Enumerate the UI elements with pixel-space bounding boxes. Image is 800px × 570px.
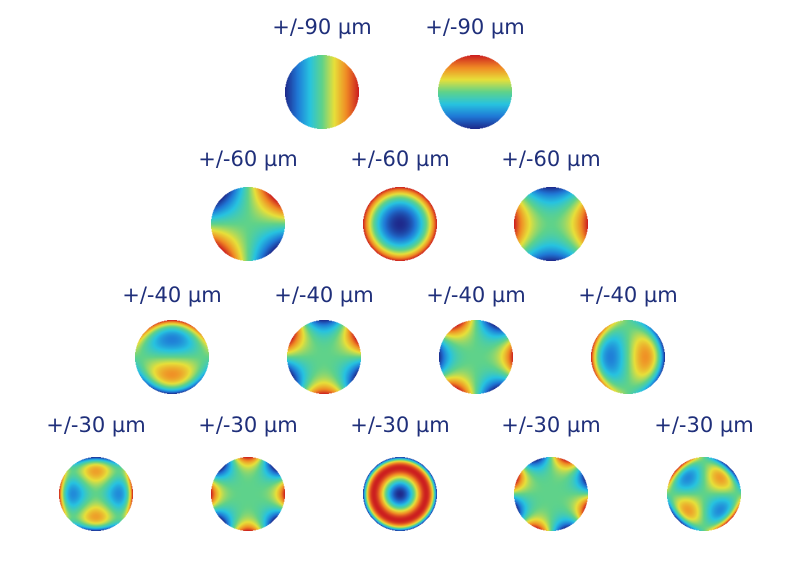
zernike-mode-spherical [363, 457, 437, 531]
zernike-mode-tilt-y [438, 55, 512, 129]
mode-amplitude-label: +/-40 µm [426, 283, 525, 307]
mode-amplitude-label: +/-60 µm [501, 147, 600, 171]
zernike-mode-coma-horizontal [591, 320, 665, 394]
zernike-mode-quadrafoil-vertical [211, 457, 285, 531]
mode-surface-map [439, 320, 513, 394]
mode-amplitude-label: +/-30 µm [46, 413, 145, 437]
mode-surface-map [285, 55, 359, 129]
mode-surface-map [363, 457, 437, 531]
mode-surface-map [135, 320, 209, 394]
mode-amplitude-label: +/-40 µm [274, 283, 373, 307]
zernike-mode-coma-vertical [135, 320, 209, 394]
labels-layer: +/-90 µm +/-90 µm +/-60 µm +/-60 µm +/-60 µm… [46, 15, 753, 437]
mode-amplitude-label: +/-90 µm [425, 15, 524, 39]
mode-amplitude-label: +/-40 µm [578, 283, 677, 307]
mode-surface-map [363, 187, 437, 261]
mode-surface-map [211, 457, 285, 531]
mode-amplitude-label: +/-40 µm [122, 283, 221, 307]
mode-surface-map [514, 187, 588, 261]
zernike-mode-astigmatism-diagonal [211, 187, 285, 261]
zernike-mode-secondary-astigmatism [59, 457, 133, 531]
mode-surface-map [211, 187, 285, 261]
zernike-mode-trefoil-vertical [287, 320, 361, 394]
mode-amplitude-label: +/-90 µm [272, 15, 371, 39]
mode-amplitude-label: +/-30 µm [350, 413, 449, 437]
mode-surface-map [667, 457, 741, 531]
mode-surface-map [438, 55, 512, 129]
mode-amplitude-label: +/-30 µm [501, 413, 600, 437]
mode-surface-map [287, 320, 361, 394]
zernike-mode-tilt-x [285, 55, 359, 129]
zernike-mode-quadrafoil-oblique [514, 457, 588, 531]
mode-amplitude-label: +/-30 µm [654, 413, 753, 437]
mode-amplitude-label: +/-30 µm [198, 413, 297, 437]
mode-amplitude-label: +/-60 µm [350, 147, 449, 171]
zernike-mode-astigmatism-vertical [514, 187, 588, 261]
mode-surface-map [514, 457, 588, 531]
mode-surface-map [591, 320, 665, 394]
mode-surface-map [59, 457, 133, 531]
zernike-mode-trefoil-oblique [439, 320, 513, 394]
modes-layer [59, 55, 741, 531]
zernike-mode-defocus [363, 187, 437, 261]
mode-amplitude-label: +/-60 µm [198, 147, 297, 171]
zernike-mode-secondary-astigmatism-oblique [667, 457, 741, 531]
